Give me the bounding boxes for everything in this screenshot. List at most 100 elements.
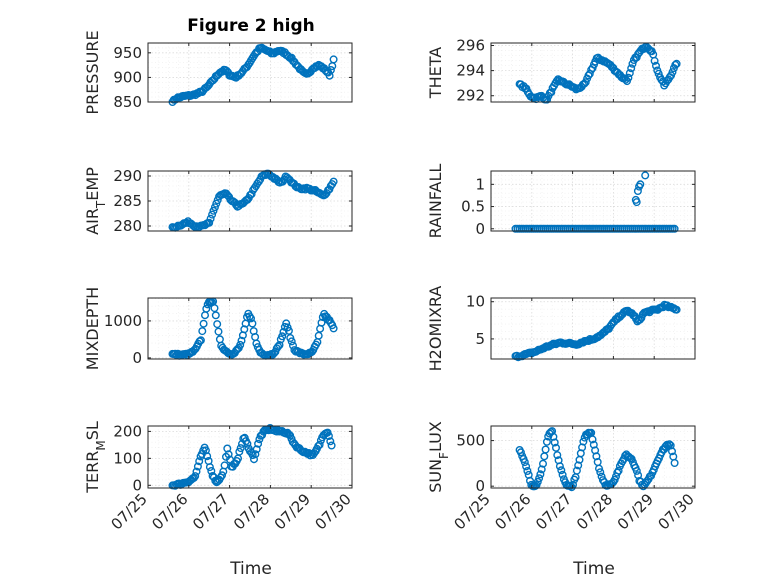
data-point — [196, 336, 205, 345]
x-tick-label: 07/25 — [451, 490, 494, 533]
y-tick-label: 280 — [113, 217, 142, 235]
y-tick-label: 1 — [475, 175, 485, 193]
subplot-rainfall: 0 0.5 1 RAINFALL — [426, 164, 696, 238]
data-point — [205, 463, 214, 472]
data-point — [251, 450, 260, 459]
y-tick-label: 296 — [456, 37, 485, 55]
y-tick-label: 200 — [113, 422, 142, 440]
data-point — [199, 319, 208, 328]
data-point — [588, 435, 597, 444]
y-axis-label: H2OMIXRA — [426, 286, 445, 372]
x-tick-label: 07/28 — [230, 490, 273, 533]
x-tick-label: 07/29 — [271, 490, 314, 533]
axis-box — [490, 425, 696, 489]
y-tick-label: 900 — [113, 68, 142, 86]
data-point — [202, 304, 211, 313]
x-tick-label: 07/26 — [491, 490, 534, 533]
data-point — [624, 73, 633, 82]
y-tick-label: 290 — [113, 167, 142, 185]
data-point — [195, 337, 204, 346]
data-point — [516, 448, 525, 457]
data-point — [522, 462, 531, 471]
data-point — [211, 311, 220, 320]
data-point — [557, 466, 566, 475]
data-point — [668, 447, 677, 456]
data-point — [284, 326, 293, 335]
data-point — [536, 470, 545, 479]
data-point — [300, 184, 309, 193]
y-axis-label: MIXDEPTH — [83, 287, 102, 370]
data-point — [249, 455, 258, 464]
y-tick-label: 5 — [475, 330, 485, 348]
data-point — [579, 437, 588, 446]
data-point — [275, 341, 284, 350]
data-point — [329, 55, 338, 64]
data-point — [287, 337, 296, 346]
data-point — [329, 324, 338, 333]
data-point — [625, 69, 634, 78]
x-tick-label: 07/30 — [312, 490, 355, 533]
data-point — [628, 59, 637, 68]
y-tick-label: 0 — [475, 477, 485, 495]
data-point — [572, 466, 581, 475]
subplot-theta: 292 294 296 THETA — [426, 37, 696, 105]
y-tick-label: 500 — [456, 432, 485, 450]
data-point — [558, 470, 567, 479]
data-point — [254, 439, 263, 448]
data-point — [672, 59, 681, 68]
data-point — [665, 440, 674, 449]
data-point — [243, 439, 252, 448]
data-point — [198, 327, 207, 336]
data-point — [596, 468, 605, 477]
data-point — [248, 319, 257, 328]
data-point — [326, 65, 335, 74]
data-point — [672, 305, 681, 314]
y-tick-label: 1000 — [104, 312, 142, 330]
data-point — [614, 466, 623, 475]
data-point — [209, 206, 218, 215]
data-point — [235, 447, 244, 456]
data-point — [237, 336, 246, 345]
axis-box — [490, 170, 696, 232]
data-point — [523, 467, 532, 476]
data-point — [650, 56, 659, 65]
data-point — [326, 437, 335, 446]
subplot-terrmsl: 0 100 200 TERRMSL07/2507/2607/2707/2807/290… — [83, 421, 355, 533]
y-axis-label: THETA — [426, 47, 445, 99]
data-point — [192, 467, 201, 476]
data-point — [327, 441, 336, 450]
data-point — [246, 314, 255, 323]
axis-box — [490, 297, 696, 360]
figure-title: Figure 2 high — [187, 16, 315, 36]
x-tick-label: 07/27 — [189, 490, 232, 533]
axis-box — [490, 42, 696, 103]
data-point — [520, 458, 529, 467]
y-tick-label: 294 — [456, 62, 485, 80]
data-point — [224, 450, 233, 459]
data-point — [627, 64, 636, 73]
data-point — [279, 328, 288, 337]
data-point — [670, 224, 679, 233]
data-point — [533, 477, 542, 486]
data-point — [652, 61, 661, 70]
y-tick-label: 850 — [113, 93, 142, 111]
data-point — [574, 461, 583, 470]
data-point — [205, 218, 214, 227]
x-tick-label: 07/26 — [148, 490, 191, 533]
data-point — [317, 318, 326, 327]
y-tick-label: 0 — [475, 220, 485, 238]
data-point — [252, 445, 261, 454]
axis-box — [147, 425, 353, 489]
data-point — [641, 171, 650, 180]
data-point — [193, 462, 202, 471]
axis-box — [147, 42, 353, 103]
data-point — [191, 472, 200, 481]
x-axis-title-left: Time — [229, 559, 272, 579]
data-point — [670, 459, 679, 468]
x-axis-title-right: Time — [572, 559, 615, 579]
data-point — [195, 457, 204, 466]
data-point — [541, 445, 550, 454]
data-point — [552, 443, 561, 452]
y-tick-label: 0 — [132, 349, 142, 367]
